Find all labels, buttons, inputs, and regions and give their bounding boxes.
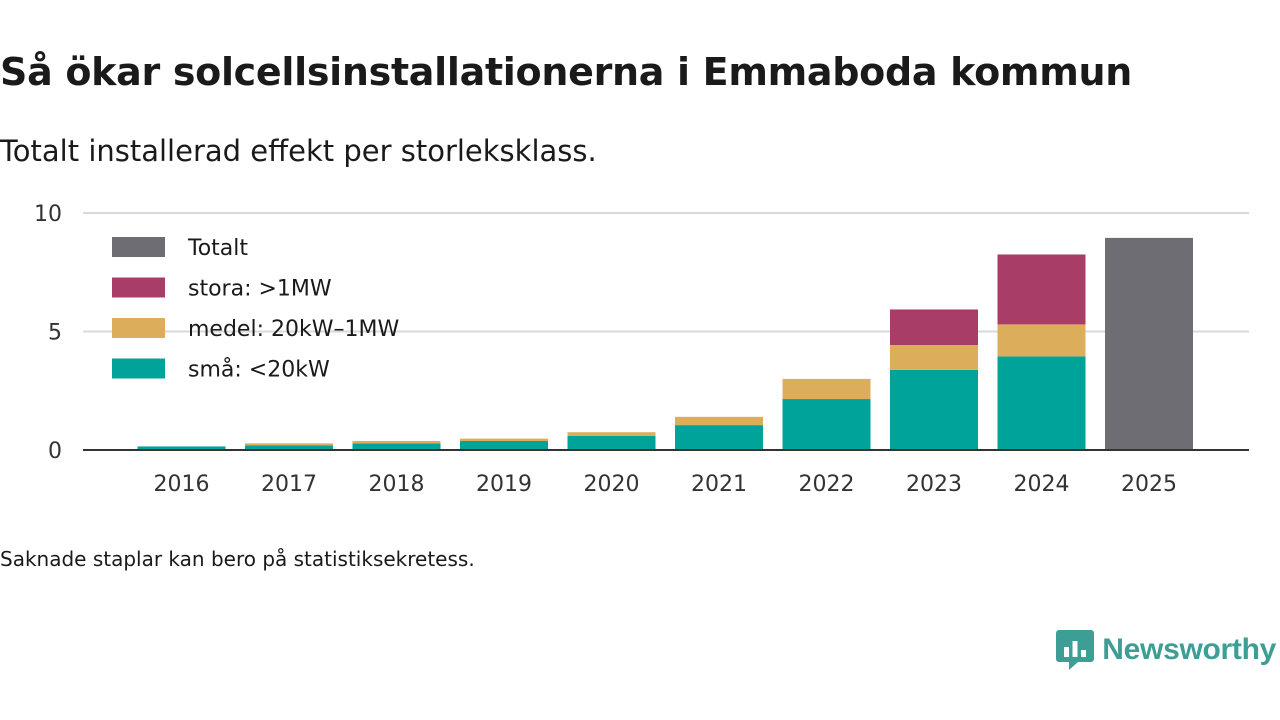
bar-segment-2016 xyxy=(137,446,226,450)
axes: 0 5 10 2016 2017 2018 2019 2020 2021 2022 2023 2024… xyxy=(34,202,1249,497)
bars xyxy=(137,237,1193,450)
chart-subtitle: Totalt installerad effekt per storlekskl… xyxy=(0,134,597,168)
bar-segment-2024 xyxy=(997,356,1086,450)
brand-name: Newsworthy xyxy=(1102,633,1276,666)
bar-segment-2023 xyxy=(890,345,978,370)
bar-segment-2020 xyxy=(567,435,656,450)
bar-segment-2023 xyxy=(890,369,978,450)
chart-title: Så ökar solcellsinstallationerna i Emmab… xyxy=(0,50,1133,94)
bar-segment-2019 xyxy=(460,438,548,441)
legend-swatch xyxy=(112,318,165,338)
y-tick-label: 0 xyxy=(48,439,62,464)
bar-segment-2017 xyxy=(245,443,333,446)
y-tick-label: 10 xyxy=(34,202,62,227)
x-tick-label: 2020 xyxy=(584,472,640,497)
legend-label: Totalt xyxy=(187,236,248,261)
legend-swatch xyxy=(112,237,165,257)
bar-segment-2023 xyxy=(890,309,978,346)
bar-segment-2024 xyxy=(997,324,1086,357)
bar-segment-2017 xyxy=(245,445,333,450)
bar-segment-2022 xyxy=(782,399,871,450)
bar-segment-2024 xyxy=(997,254,1086,325)
y-tick-label: 5 xyxy=(48,321,62,346)
bar-segment-2021 xyxy=(675,416,763,426)
bar-segment-2020 xyxy=(567,432,656,436)
legend-label: stora: >1MW xyxy=(188,277,332,302)
bar-segment-2021 xyxy=(675,425,763,450)
bar-segment-2018 xyxy=(352,443,441,450)
x-tick-label: 2025 xyxy=(1121,472,1177,497)
x-tick-label: 2016 xyxy=(154,472,210,497)
legend: Totalt stora: >1MW medel: 20kW–1MW små: <20… xyxy=(112,236,399,383)
x-tick-label: 2021 xyxy=(691,472,747,497)
bar-segment-2022 xyxy=(782,378,871,400)
x-tick-label: 2024 xyxy=(1014,472,1070,497)
x-tick-label: 2023 xyxy=(906,472,962,497)
bar-segment-2018 xyxy=(352,440,441,444)
legend-swatch xyxy=(112,358,165,379)
bar-segment-2025 xyxy=(1105,237,1193,450)
newsworthy-logo-icon xyxy=(1056,630,1095,670)
x-tick-label: 2022 xyxy=(799,472,855,497)
legend-label: små: <20kW xyxy=(188,357,330,383)
x-tick-label: 2017 xyxy=(261,472,317,497)
x-tick-label: 2018 xyxy=(369,472,425,497)
x-tick-label: 2019 xyxy=(476,472,532,497)
legend-label: medel: 20kW–1MW xyxy=(188,317,399,342)
newsworthy-logo: Newsworthy xyxy=(1056,628,1276,672)
bar-segment-2019 xyxy=(460,440,548,450)
stacked-bar-chart: 0 5 10 2016 2017 2018 2019 2020 2021 2022 2023 2024… xyxy=(34,202,1249,497)
footnote: Saknade staplar kan bero på statistiksek… xyxy=(0,547,475,571)
legend-swatch xyxy=(112,277,165,298)
